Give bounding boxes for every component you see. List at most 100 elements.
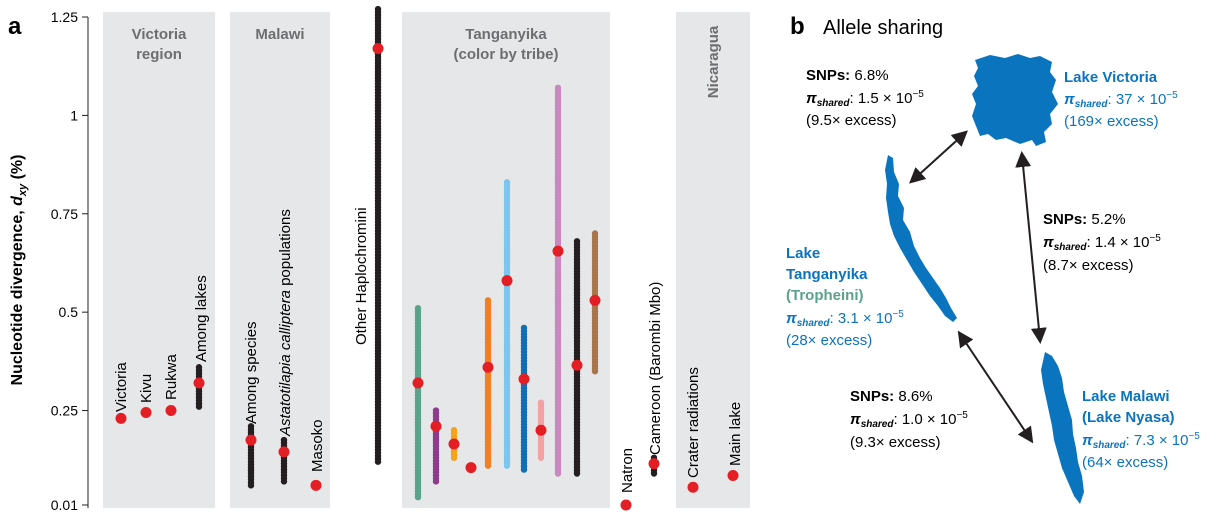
data-point — [650, 470, 658, 477]
series-tanganyika-tribe-10 — [571, 238, 583, 477]
pi-symbol: π — [1043, 234, 1054, 251]
mean-point — [448, 438, 460, 450]
lake-malawi-pi-exp: −5 — [1188, 431, 1200, 442]
series-tanganyika-tribe-7 — [518, 324, 530, 473]
data-point — [280, 478, 288, 485]
series-natron — [620, 499, 632, 511]
region-bg-malawi — [230, 12, 330, 508]
arrow-tanganyika-malawi — [957, 330, 1034, 444]
y-axis-label-unit: (%) — [9, 155, 26, 184]
series-tanganyika-tribe-2 — [430, 407, 442, 485]
lake-tanganyika-tribe: (Tropheini) — [786, 287, 864, 304]
mean-point — [535, 424, 547, 436]
lake-victoria-name: Lake Victoria — [1064, 69, 1158, 86]
data-point — [374, 458, 382, 465]
pair-vic-tan-snps: SNPs: 6.8% — [806, 67, 889, 84]
mean-point — [115, 412, 127, 424]
y-tick-label: 0.75 — [51, 206, 78, 222]
series-tanganyika-tribe-8 — [535, 399, 547, 461]
col-label-natron: Natron — [619, 448, 636, 493]
col-label-astatotilapia: Astatotilapia calliptera populations — [277, 209, 294, 437]
pair-vic-tan-pi: πshared: 1.5 × 10−5 — [806, 89, 924, 109]
pair-tan-mal-excess: (9.3× excess) — [850, 434, 940, 451]
panel-b-letter: b — [790, 13, 805, 40]
series-tanganyika-tribe-11 — [589, 230, 601, 375]
lake-malawi-excess: (64× excess) — [1082, 454, 1168, 471]
mean-point — [245, 434, 257, 446]
col-label-among-species: Among species — [243, 321, 260, 424]
series-tanganyika-tribe-9 — [552, 84, 564, 477]
data-point — [503, 462, 511, 469]
mean-point — [727, 469, 739, 481]
lake-malawi-shape — [1041, 352, 1084, 504]
data-point — [195, 403, 203, 410]
region-title-nicaragua: Nicaragua — [705, 25, 722, 98]
col-label-main-lake: Main lake — [727, 402, 744, 466]
pi-symbol: π — [850, 411, 861, 428]
data-point — [554, 470, 562, 477]
series-kivu — [140, 407, 152, 419]
chart-series-layer — [115, 5, 739, 511]
data-point — [484, 462, 492, 469]
pair-tan-mal-snps-value: 8.6% — [894, 388, 932, 405]
pair-vic-tan-snps-label: SNPs: — [806, 67, 850, 84]
pi-sub: shared — [817, 98, 851, 109]
pair-vic-mal-snps-label: SNPs: — [1043, 211, 1087, 228]
mean-point — [518, 373, 530, 385]
series-among-lakes — [193, 364, 205, 410]
pi-symbol: π — [1082, 432, 1093, 449]
mean-point — [465, 462, 477, 474]
mean-point — [687, 481, 699, 493]
pair-vic-tan-excess: (9.5× excess) — [806, 112, 896, 129]
pair-tan-mal-snps-label: SNPs: — [850, 388, 894, 405]
lake-tanganyika-name-2: Tanganyika — [786, 266, 868, 283]
data-point — [414, 493, 422, 501]
col-label-crater: Crater radiations — [685, 367, 702, 478]
pi-sub: shared — [861, 419, 895, 430]
series-among-species — [245, 423, 257, 489]
y-axis-label-main: Nucleotide divergence, — [9, 206, 26, 386]
mean-point — [648, 458, 660, 470]
col-label-cameroon: Cameroon (Barombi Mbo) — [647, 282, 664, 455]
series-tanganyika-tribe-5 — [482, 297, 494, 469]
panel-a-letter: a — [8, 13, 22, 40]
mean-point — [482, 361, 494, 373]
pi-sub: shared — [1093, 440, 1127, 451]
y-axis-label-var: d — [9, 195, 26, 206]
lake-victoria-shape — [972, 54, 1058, 146]
data-point — [537, 454, 545, 461]
series-tanganyika-tribe-4 — [465, 462, 477, 474]
lake-tanganyika-shape — [885, 155, 957, 322]
y-axis-ticks: 0.01 0.25 0.5 0.75 1 1.25 — [51, 9, 88, 513]
col-label-victoria: Victoria — [113, 362, 130, 412]
mean-point — [278, 446, 290, 458]
panel-a: a Victoria region Malawi Tanganyika (col… — [8, 5, 750, 513]
pair-vic-tan-pi-value: : 1.5 × 10 — [849, 90, 912, 107]
y-tick-label: 0.25 — [51, 403, 78, 419]
y-axis-label: Nucleotide divergence, dxy (%) — [9, 155, 29, 386]
pi-sub: shared — [1054, 242, 1088, 253]
lake-victoria-pi: πshared: 37 × 10−5 — [1064, 90, 1178, 110]
pair-vic-mal-snps: SNPs: 5.2% — [1043, 211, 1126, 228]
y-axis-label-sub: xy — [17, 183, 29, 197]
series-rukwa — [165, 405, 177, 417]
pair-vic-tan-snps-value: 6.8% — [850, 67, 888, 84]
data-point — [573, 470, 581, 477]
mean-point — [571, 359, 583, 371]
mean-point — [372, 42, 384, 54]
series-cameroon-barombi-mbo — [648, 454, 660, 477]
y-tick-label: 0.01 — [51, 497, 78, 513]
mean-point — [552, 245, 564, 257]
pair-tan-mal-pi-value: : 1.0 × 10 — [893, 411, 956, 428]
pi-symbol: π — [1064, 91, 1075, 108]
mean-point — [412, 377, 424, 389]
pair-tan-mal-pi: πshared: 1.0 × 10−5 — [850, 410, 968, 430]
y-tick-label: 1.25 — [51, 9, 78, 25]
region-title-tanganyika-1: Tanganyika — [465, 26, 547, 43]
series-victoria — [115, 412, 127, 424]
pair-tan-mal-pi-exp: −5 — [956, 410, 968, 421]
series-tanganyika-tribe-1 — [412, 305, 424, 501]
lake-malawi-name-1: Lake Malawi — [1082, 388, 1170, 405]
data-point — [247, 482, 255, 489]
data-point — [520, 466, 528, 473]
